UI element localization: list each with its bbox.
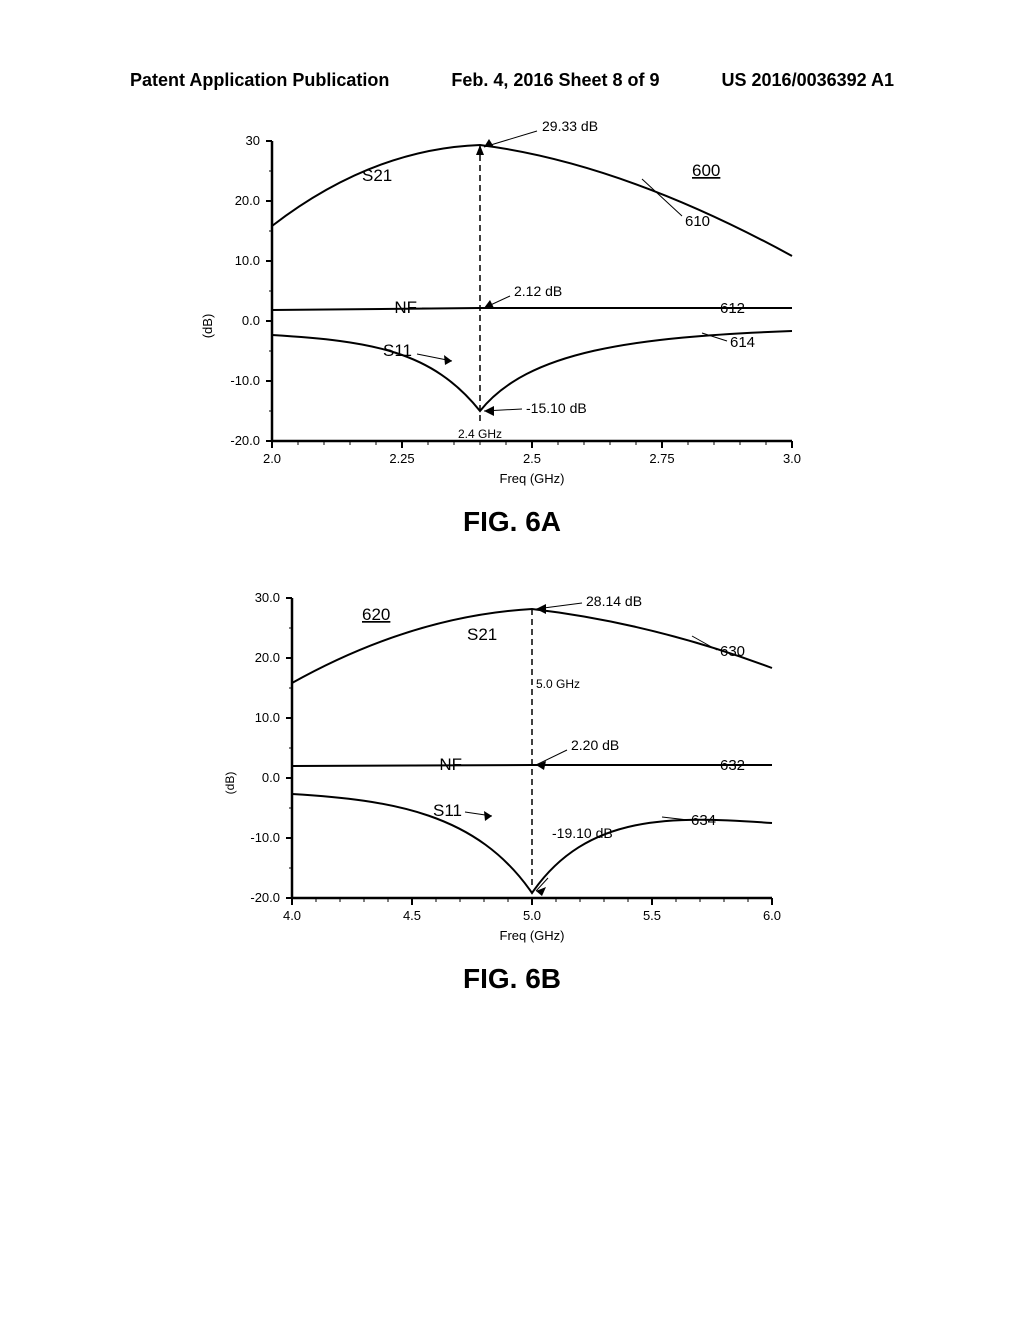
xtick: 3.0	[783, 451, 801, 466]
nf-value-a: 2.12 dB	[514, 283, 562, 299]
ref-num-b: 620	[362, 605, 390, 624]
xtick: 4.0	[283, 908, 301, 923]
chart-6b-container: 30.0 20.0 10.0 0.0 -10.0 -20.0	[212, 578, 812, 995]
chart-6b-svg: 30.0 20.0 10.0 0.0 -10.0 -20.0	[212, 578, 812, 948]
marker-freq-a: 2.4 GHz	[458, 427, 502, 441]
ytick: -10.0	[230, 373, 260, 388]
xtick: 5.0	[523, 908, 541, 923]
xtick: 6.0	[763, 908, 781, 923]
ytick: -20.0	[250, 890, 280, 905]
s11-label-b: S11	[433, 801, 462, 820]
ytick: -20.0	[230, 433, 260, 448]
s11-label-a: S11	[383, 341, 412, 360]
xtick: 5.5	[643, 908, 661, 923]
fig-label-6a: FIG. 6A	[192, 506, 832, 538]
ytick: 30.0	[255, 590, 280, 605]
ylabel-b: (dB)	[223, 772, 237, 795]
xlabel-a: Freq (GHz)	[500, 471, 565, 486]
s21-label-a: S21	[362, 166, 392, 185]
ytick-30: 30	[246, 133, 260, 148]
s11-ref-a: 614	[730, 334, 755, 351]
header-left: Patent Application Publication	[130, 70, 389, 91]
ytick: -10.0	[250, 830, 280, 845]
header-center: Feb. 4, 2016 Sheet 8 of 9	[451, 70, 659, 91]
nf-label-b: NF	[439, 755, 462, 774]
chart-6a-svg: 30 20.0 10.0 0.0 -10.0 -20.0	[192, 121, 832, 491]
xtick: 2.75	[649, 451, 674, 466]
s11-curve-a	[272, 331, 792, 411]
ytick: 0.0	[242, 313, 260, 328]
s11-ref-b: 634	[691, 812, 716, 829]
s21-ref-a: 610	[685, 213, 710, 230]
ytick: 10.0	[235, 253, 260, 268]
ref-num-a: 600	[692, 161, 720, 180]
s21-peak-b: 28.14 dB	[586, 593, 642, 609]
ytick: 10.0	[255, 710, 280, 725]
xtick: 2.0	[263, 451, 281, 466]
nf-value-b: 2.20 dB	[571, 737, 619, 753]
ytick: 0.0	[262, 770, 280, 785]
chart-6a-container: 30 20.0 10.0 0.0 -10.0 -20.0	[192, 121, 832, 538]
ytick: 20.0	[235, 193, 260, 208]
ylabel-a: (dB)	[200, 314, 215, 339]
nf-ref-b: 632	[720, 757, 745, 774]
nf-ref-a: 612	[720, 300, 745, 317]
xtick: 2.5	[523, 451, 541, 466]
s11-value-b: -19.10 dB	[552, 825, 613, 841]
xtick: 4.5	[403, 908, 421, 923]
xtick: 2.25	[389, 451, 414, 466]
s11-value-a: -15.10 dB	[526, 400, 587, 416]
marker-freq-b: 5.0 GHz	[536, 677, 580, 691]
s21-ref-b: 630	[720, 643, 745, 660]
fig-label-6b: FIG. 6B	[212, 963, 812, 995]
header-right: US 2016/0036392 A1	[722, 70, 894, 91]
xlabel-b: Freq (GHz)	[500, 928, 565, 943]
nf-label-a: NF	[394, 298, 417, 317]
s21-peak-a: 29.33 dB	[542, 121, 598, 134]
s21-label-b: S21	[467, 625, 497, 644]
ytick: 20.0	[255, 650, 280, 665]
page-header: Patent Application Publication Feb. 4, 2…	[0, 0, 1024, 101]
